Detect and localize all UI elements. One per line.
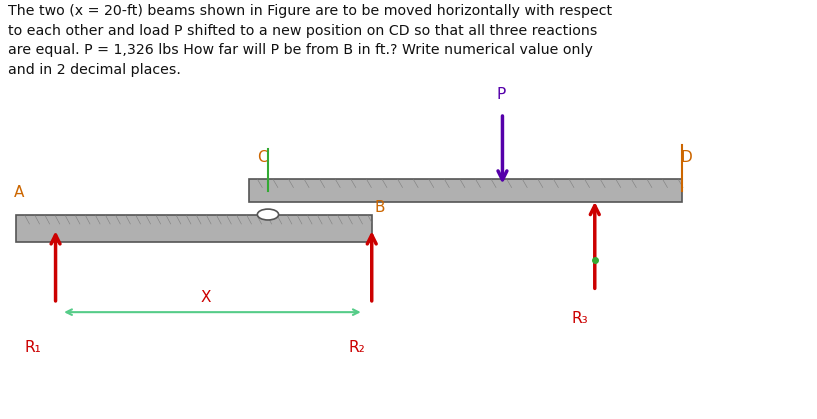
Text: R₃: R₃ [572,311,588,326]
Text: R₂: R₂ [348,340,365,355]
Text: B: B [374,200,385,215]
Text: R₁: R₁ [25,340,42,355]
Text: A: A [14,185,25,200]
Text: P: P [497,87,506,102]
Text: The two (x = 20-ft) beams shown in Figure are to be moved horizontally with resp: The two (x = 20-ft) beams shown in Figur… [8,4,612,77]
Text: C: C [257,150,268,165]
Text: X: X [200,290,211,305]
Bar [249,179,682,202]
Bar [16,215,372,242]
Text: D: D [681,150,692,165]
Circle shape [257,209,279,220]
